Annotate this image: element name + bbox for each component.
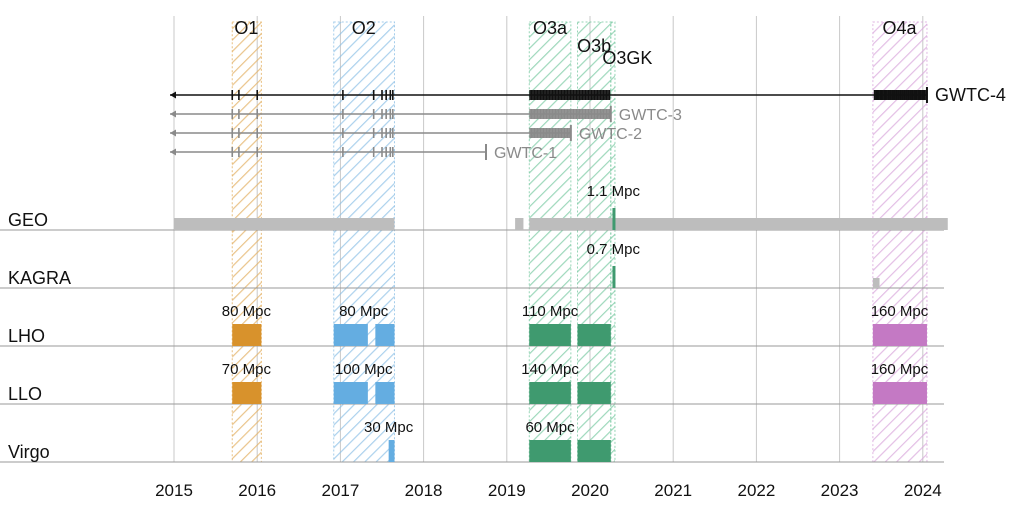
range-label-lho: 110 Mpc bbox=[522, 303, 579, 320]
x-tick-label: 2015 bbox=[155, 481, 193, 500]
segment-kagra bbox=[612, 266, 616, 288]
labels: 2015 2016 2017 2018 2019 2020 2021 2022 2023 2024… bbox=[8, 18, 1006, 500]
segment-llo bbox=[333, 382, 368, 404]
x-tick-label: 2018 bbox=[405, 481, 443, 500]
segment-geo bbox=[612, 208, 616, 230]
range-label-llo: 160 Mpc bbox=[871, 361, 929, 378]
segment-lho bbox=[577, 324, 611, 346]
detector-label-geo: GEO bbox=[8, 210, 48, 230]
range-label-virgo: 60 Mpc bbox=[525, 419, 575, 436]
segment-lho bbox=[333, 324, 368, 346]
segment-llo bbox=[375, 382, 395, 404]
segment-llo bbox=[232, 382, 262, 404]
x-tick-label: 2019 bbox=[488, 481, 526, 500]
x-tick-label: 2017 bbox=[321, 481, 359, 500]
segment-llo bbox=[529, 382, 571, 404]
segment-llo bbox=[577, 382, 611, 404]
run-label-o1: O1 bbox=[234, 18, 258, 38]
range-label-llo: 70 Mpc bbox=[222, 361, 272, 378]
detector-label-lho: LHO bbox=[8, 326, 45, 346]
segment-virgo bbox=[529, 440, 571, 462]
run-label-o3gk: O3GK bbox=[602, 48, 652, 68]
run-band-edge-o1 bbox=[231, 21, 262, 463]
catalog-label-gwtc-2: GWTC-2 bbox=[579, 126, 642, 143]
segment-geo bbox=[174, 218, 395, 230]
segment-geo bbox=[529, 218, 948, 230]
segment-geo bbox=[515, 218, 524, 230]
segment-llo bbox=[872, 382, 927, 404]
run-label-o3b: O3b bbox=[577, 36, 611, 56]
catalog-label-gwtc-4: GWTC-4 bbox=[935, 85, 1006, 105]
segment-lho bbox=[872, 324, 927, 346]
catalog-label-gwtc-3: GWTC-3 bbox=[619, 107, 682, 124]
run-label-o2: O2 bbox=[352, 18, 376, 38]
range-label-kagra: 0.7 Mpc bbox=[587, 241, 641, 258]
x-tick-label: 2024 bbox=[904, 481, 942, 500]
range-label-lho: 160 Mpc bbox=[871, 303, 929, 320]
x-tick-label: 2022 bbox=[737, 481, 775, 500]
x-tick-label: 2016 bbox=[238, 481, 276, 500]
run-label-o3a: O3a bbox=[533, 18, 568, 38]
range-label-llo: 100 Mpc bbox=[335, 361, 393, 378]
range-label-llo: 140 Mpc bbox=[521, 361, 579, 378]
run-band-edge-o3gk bbox=[610, 21, 616, 463]
range-label-lho: 80 Mpc bbox=[339, 303, 389, 320]
run-band-edge-o3a bbox=[528, 21, 572, 463]
segment-virgo bbox=[388, 440, 395, 462]
detector-label-llo: LLO bbox=[8, 384, 42, 404]
run-label-o4a: O4a bbox=[882, 18, 917, 38]
catalog-timelines bbox=[170, 87, 928, 160]
segment-lho bbox=[529, 324, 571, 346]
x-tick-label: 2020 bbox=[571, 481, 609, 500]
detector-label-virgo: Virgo bbox=[8, 442, 50, 462]
catalog-label-gwtc-1: GWTC-1 bbox=[494, 145, 557, 162]
segment-kagra bbox=[872, 278, 880, 288]
run-band-edge-o2 bbox=[333, 21, 395, 463]
catalog-arrow bbox=[170, 91, 176, 99]
run-band-o3gk bbox=[610, 22, 615, 462]
segment-lho bbox=[375, 324, 395, 346]
x-tick-label: 2023 bbox=[821, 481, 859, 500]
range-label-virgo: 30 Mpc bbox=[364, 419, 414, 436]
x-tick-label: 2021 bbox=[654, 481, 692, 500]
catalog-arrow bbox=[170, 129, 176, 137]
catalog-arrow bbox=[170, 148, 176, 156]
detector-rows bbox=[0, 208, 948, 463]
range-label-geo: 1.1 Mpc bbox=[587, 183, 641, 200]
detector-label-kagra: KAGRA bbox=[8, 268, 71, 288]
range-label-lho: 80 Mpc bbox=[222, 303, 272, 320]
catalog-arrow bbox=[170, 110, 176, 118]
segment-lho bbox=[232, 324, 262, 346]
segment-virgo bbox=[577, 440, 611, 462]
